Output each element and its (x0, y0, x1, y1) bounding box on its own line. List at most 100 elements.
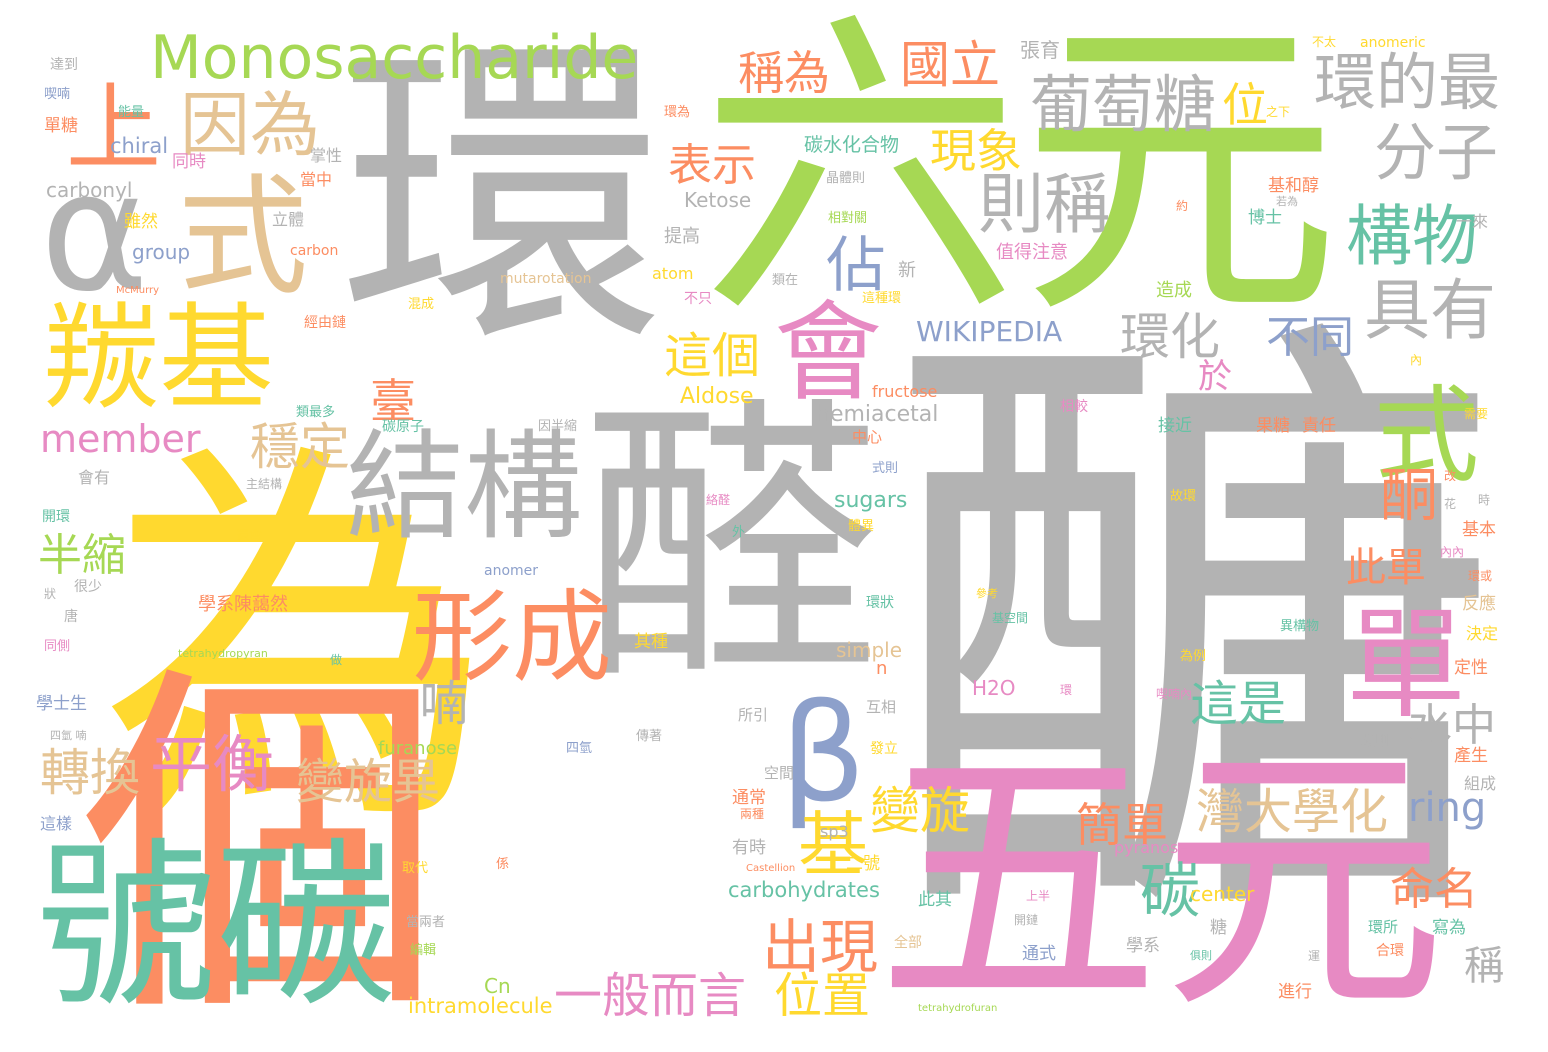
cloud-word: 為 (100, 413, 495, 873)
cloud-word: 環狀 (866, 595, 894, 611)
cloud-word: 單 (1346, 596, 1466, 735)
cloud-word: 喫喃 (44, 87, 71, 102)
cloud-word: 中心 (852, 428, 883, 446)
cloud-word: 學系 (1126, 936, 1160, 956)
cloud-word: intramolecule (408, 994, 553, 1018)
cloud-word: 空間 (764, 764, 795, 782)
cloud-word: 內內 (1440, 545, 1465, 559)
cloud-word: 號碳 (36, 823, 397, 1032)
cloud-word: 環 (1060, 683, 1073, 697)
cloud-word: 需要 (1464, 407, 1489, 421)
cloud-word: 做 (330, 653, 343, 667)
cloud-word: 環為 (664, 105, 691, 120)
cloud-word: 不太 (1312, 35, 1337, 49)
cloud-word: fructose (872, 382, 938, 401)
cloud-word: 所引 (738, 706, 769, 724)
cloud-word: 開鏈 (1014, 913, 1039, 927)
cloud-word: 產生 (1454, 746, 1488, 766)
cloud-word: 上 (66, 74, 162, 184)
cloud-word: 於 (1198, 357, 1232, 397)
cloud-word: 葡萄糖 (1030, 68, 1217, 141)
cloud-word: furanose (378, 738, 458, 759)
cloud-word: 博士 (1248, 208, 1282, 228)
cloud-word: 混成 (408, 297, 435, 312)
cloud-word: ring (1408, 785, 1487, 831)
cloud-word: 異構物 (1280, 619, 1320, 634)
cloud-word: hemiacetal (816, 402, 939, 427)
cloud-word: 類在 (772, 273, 799, 288)
cloud-word: 四氫 (566, 741, 593, 756)
cloud-word: 時 (1478, 493, 1491, 507)
cloud-word: 基 (798, 804, 868, 886)
cloud-word: 平衡 (150, 728, 275, 801)
cloud-word: 環則 (1360, 732, 1391, 750)
cloud-word: 半縮 (38, 530, 126, 581)
cloud-word: sugars (834, 488, 908, 513)
cloud-word: 轉換 (40, 744, 140, 802)
cloud-word: 開環 (42, 509, 70, 525)
cloud-word: 果糖 (1256, 416, 1290, 436)
cloud-word: 能量 (118, 105, 145, 120)
cloud-word: 表示 (668, 140, 756, 191)
cloud-word: 為例 (1180, 649, 1207, 664)
cloud-word: 造成 (1156, 280, 1192, 301)
cloud-word: 兩種 (740, 807, 765, 821)
cloud-word: group (132, 240, 191, 264)
cloud-word: 五元 (876, 716, 1446, 1048)
cloud-word: 通常 (732, 788, 766, 808)
cloud-word: 穩定 (250, 418, 350, 476)
cloud-word: 簡單 (1076, 798, 1168, 852)
cloud-word: 主結構 (246, 477, 283, 491)
cloud-word: 灣大學化 (1196, 784, 1389, 840)
cloud-word: 有時 (732, 838, 766, 858)
cloud-word: anomeric (1360, 35, 1426, 51)
cloud-word: 醛 (580, 373, 880, 722)
cloud-word: 提高 (664, 226, 700, 247)
cloud-word: 外 (732, 525, 746, 540)
cloud-word: 相對關 (828, 211, 868, 226)
cloud-word: 碳水化合物 (804, 134, 900, 156)
cloud-word: 決定 (1466, 624, 1499, 643)
cloud-word: 通式 (1022, 944, 1056, 964)
cloud-word: 花 (1444, 497, 1457, 511)
cloud-word: 單糖 (44, 116, 78, 136)
cloud-word: 構物 (1346, 198, 1478, 275)
cloud-word: 六元 (700, 0, 1340, 358)
cloud-word: 學士生 (36, 694, 87, 714)
cloud-word: 喫喃內 (1156, 687, 1193, 701)
cloud-word: 取代 (402, 861, 429, 876)
cloud-word: 接近 (1158, 416, 1192, 436)
cloud-word: 張育 (1020, 38, 1060, 62)
cloud-word: 互相 (866, 698, 897, 716)
cloud-word: Aldose (680, 384, 754, 409)
cloud-word: 環或 (1468, 569, 1493, 583)
cloud-word: 基和醇 (1268, 176, 1319, 196)
cloud-word: 這樣 (40, 814, 73, 833)
cloud-word: WIKIPEDIA (916, 315, 1063, 348)
cloud-word: 基本 (1462, 520, 1496, 540)
cloud-word: Ketose (684, 188, 752, 212)
cloud-word: 因為 (180, 84, 320, 166)
cloud-word: chiral (110, 134, 169, 158)
cloud-word: carbonyl (46, 178, 133, 202)
cloud-word: 變旋 (870, 782, 970, 840)
cloud-word: 發立 (870, 741, 898, 757)
cloud-word: 這種環 (862, 291, 902, 306)
cloud-word: Monosaccharide (150, 23, 639, 93)
cloud-word: 形成 (412, 579, 612, 696)
cloud-word: 命名 (1390, 864, 1478, 915)
cloud-word: 體異 (848, 519, 875, 534)
cloud-word: center (1190, 882, 1255, 906)
cloud-word: 類最多 (296, 405, 336, 420)
cloud-word: simple (836, 638, 903, 662)
cloud-word: 立體 (272, 210, 305, 229)
cloud-word: 會 (774, 291, 883, 416)
cloud-word: 一來 (1456, 212, 1489, 231)
cloud-word: carbohydrates (728, 878, 880, 902)
cloud-word: 則稱 (978, 166, 1110, 243)
cloud-word: 經由鏈 (304, 315, 346, 331)
cloud-word: 羰基 (44, 292, 275, 426)
cloud-word: 達到 (50, 57, 78, 73)
cloud-word: anomer (484, 563, 539, 579)
cloud-word: 因半縮 (538, 419, 578, 434)
